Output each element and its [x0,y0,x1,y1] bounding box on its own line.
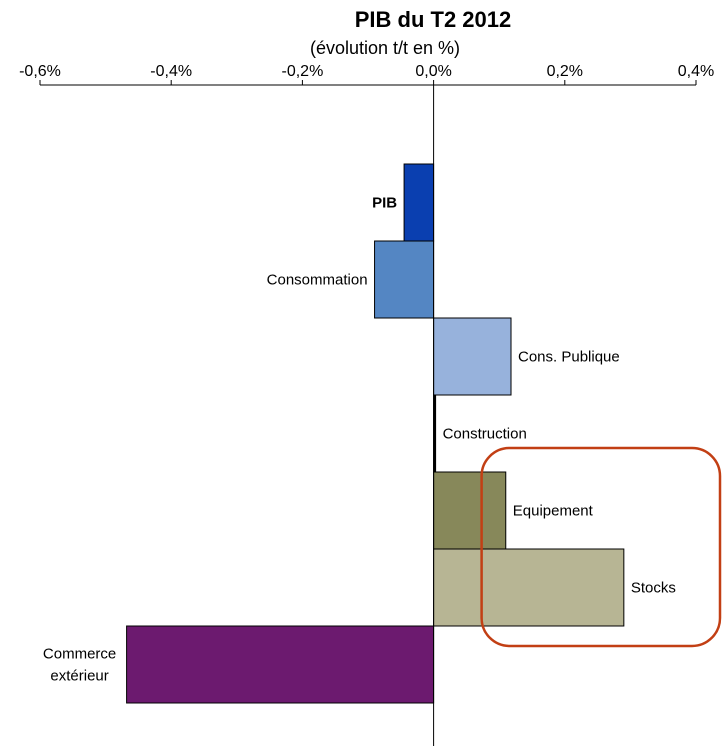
bar-consommation [374,240,435,319]
x-tick-label: -0,6% [19,63,61,80]
highlight-box [480,446,722,648]
category-label: Equipement [513,503,594,520]
bar-commerce-ext-rieur [126,625,435,704]
chart-subtitle: (évolution t/t en %) [310,38,460,58]
x-axis: -0,6% -0,4% -0,2% 0,0% 0,2% 0,4% [19,63,714,86]
x-tick-label: -0,4% [150,63,192,80]
bars-group [126,85,625,746]
bar-equipement [433,471,507,550]
x-tick-label: -0,2% [282,63,324,80]
category-label: extérieur [50,668,108,685]
category-label: Consommation [267,272,368,289]
x-tick-label: 0,2% [547,63,583,80]
bar-pib [403,163,435,242]
category-label: Construction [443,426,527,443]
x-tick-label: 0,0% [415,63,451,80]
category-label: Stocks [631,580,676,597]
x-tick-label: 0,4% [678,63,714,80]
category-label: PIB [372,195,397,212]
bar-cons-publique [433,317,512,396]
category-labels: PIB Consommation Cons. Publique Constructio… [43,195,676,685]
bar-stocks [433,548,625,627]
category-label: Cons. Publique [518,349,620,366]
chart-title: PIB du T2 2012 [355,7,512,32]
category-label: Commerce [43,646,116,663]
highlight-group [480,446,722,648]
